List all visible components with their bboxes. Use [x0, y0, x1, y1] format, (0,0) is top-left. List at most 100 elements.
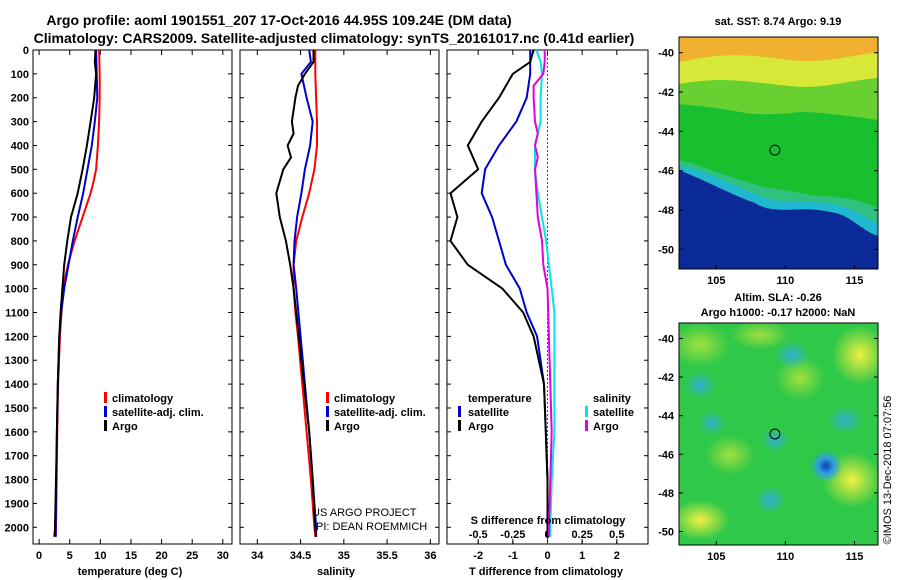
- difference-depth-ticks: [447, 49, 648, 528]
- legend-climatology-swatch: [326, 392, 329, 403]
- temperature-legend: climatology satellite-adj. clim. Argo: [104, 392, 204, 433]
- depth-tick-label: 1100: [5, 308, 29, 320]
- x-tick-label: 1: [579, 550, 585, 562]
- x-tick-label: 2: [614, 550, 620, 562]
- series-line-argo: [53, 50, 98, 537]
- x-tick-label: 0.5: [609, 529, 624, 541]
- lon-tick-label: 105: [707, 551, 725, 563]
- figure-title-line1: Argo profile: aoml 1901551_207 17-Oct-20…: [46, 12, 511, 28]
- t-difference-axis-label: T difference from climatology: [469, 566, 624, 578]
- lat-tick-label: -48: [658, 205, 674, 217]
- sla-heatmap: [679, 323, 878, 545]
- legend-satellite-swatch: [104, 406, 107, 417]
- depth-tick-label: 100: [11, 69, 29, 81]
- lat-tick-label: -50: [658, 244, 674, 256]
- figure-title-line2: Climatology: CARS2009. Satellite-adjuste…: [34, 30, 635, 46]
- lat-tick-label: -46: [658, 166, 674, 178]
- legend-t-satellite-label: satellite: [468, 407, 509, 419]
- legend-argo-label: Argo: [112, 421, 138, 433]
- argo-location-marker: [769, 428, 781, 440]
- pi-credit: PI: DEAN ROEMMICH: [316, 521, 427, 533]
- legend-s-argo-swatch: [585, 420, 588, 431]
- temperature-series: [53, 50, 101, 537]
- x-tick-label: 0: [544, 550, 550, 562]
- depth-tick-label: 1300: [5, 355, 29, 367]
- sla-map-subtitle: Argo h1000: -0.17 h2000: NaN: [701, 307, 856, 319]
- sst-orange-zone: [679, 37, 878, 62]
- legend-s-argo-label: Argo: [593, 421, 619, 433]
- x-tick-label: 10: [94, 550, 106, 562]
- sla-low-eddy: [810, 450, 842, 482]
- lon-tick-label: 115: [846, 551, 864, 563]
- lat-tick-label: -44: [658, 126, 675, 138]
- legend-t-argo-swatch: [458, 420, 461, 431]
- sst-heatmap: [679, 37, 878, 269]
- salinity-difference-legend: salinity satellite Argo: [585, 393, 634, 433]
- legend-argo-swatch: [104, 420, 107, 431]
- series-line-t-argo: [449, 50, 549, 537]
- legend-climatology-label: climatology: [334, 393, 396, 405]
- x-tick-label: 35: [338, 550, 350, 562]
- x-tick-label: 25: [186, 550, 198, 562]
- legend-temperature-heading: temperature: [468, 393, 532, 405]
- sla-yellow-blob: [679, 500, 730, 540]
- temperature-axis-ticks: 0 5 10 15 20 25 30: [36, 50, 229, 562]
- legend-t-argo-label: Argo: [468, 421, 494, 433]
- temperature-panel: 0100200300400500600700800900100011001200…: [5, 45, 233, 578]
- x-tick-label: 0: [36, 550, 42, 562]
- sla-cyan-blob: [761, 428, 789, 452]
- sla-lime-blob: [730, 323, 790, 350]
- lat-tick-label: -40: [658, 333, 674, 345]
- legend-s-satellite-label: satellite: [593, 407, 634, 419]
- depth-tick-label: 200: [11, 93, 29, 105]
- sla-lime-blob: [679, 323, 730, 367]
- legend-salinity-heading: salinity: [593, 393, 632, 405]
- sla-cyan-blob: [774, 341, 810, 369]
- legend-satellite-swatch: [326, 406, 329, 417]
- x-tick-label: 35.5: [376, 550, 397, 562]
- project-credit: US ARGO PROJECT: [312, 507, 417, 519]
- depth-tick-label: 600: [11, 188, 29, 200]
- series-line-argo: [275, 50, 318, 537]
- temperature-axis-label: temperature (deg C): [78, 566, 183, 578]
- x-tick-label: -0.25: [500, 529, 525, 541]
- x-tick-label: 34: [251, 550, 264, 562]
- salinity-series: [275, 50, 318, 537]
- sla-map-frame: [678, 322, 879, 546]
- sla-lime-blob: [705, 435, 755, 475]
- depth-tick-label: 1800: [5, 475, 29, 487]
- legend-argo-swatch: [326, 420, 329, 431]
- lat-tick-label: -46: [658, 449, 674, 461]
- sla-map-title: Altim. SLA: -0.26: [734, 292, 821, 304]
- sla-cyan-blob: [698, 411, 726, 435]
- depth-tick-label: 1700: [5, 451, 29, 463]
- salinity-axis-label: salinity: [317, 566, 356, 578]
- depth-tick-label: 1400: [5, 379, 29, 391]
- legend-climatology-label: climatology: [112, 393, 174, 405]
- depth-tick-label: 400: [11, 140, 29, 152]
- depth-tick-label: 500: [11, 164, 29, 176]
- sst-map-ticks: 105 110 115 -40 -42 -44 -46 -48 -50: [658, 48, 878, 287]
- x-tick-label: 36: [424, 550, 436, 562]
- depth-tick-label: 300: [11, 117, 29, 129]
- x-tick-label: 5: [67, 550, 73, 562]
- x-tick-label: 20: [155, 550, 167, 562]
- depth-tick-label: 800: [11, 236, 29, 248]
- x-tick-label: -0.5: [469, 529, 488, 541]
- lat-tick-label: -42: [658, 372, 674, 384]
- lat-tick-label: -44: [658, 411, 675, 423]
- depth-tick-label: 2000: [5, 522, 29, 534]
- x-tick-label: -1: [508, 550, 518, 562]
- depth-tick-label: 1000: [5, 284, 29, 296]
- x-tick-label: 34.5: [290, 550, 311, 562]
- depth-tick-label: 900: [11, 260, 29, 272]
- legend-climatology-swatch: [104, 392, 107, 403]
- salinity-legend: climatology satellite-adj. clim. Argo: [326, 392, 426, 433]
- x-tick-label: 15: [125, 550, 137, 562]
- x-tick-label: 30: [217, 550, 229, 562]
- depth-tick-label: 1500: [5, 403, 29, 415]
- lat-tick-label: -48: [658, 488, 674, 500]
- lat-tick-label: -50: [658, 526, 674, 538]
